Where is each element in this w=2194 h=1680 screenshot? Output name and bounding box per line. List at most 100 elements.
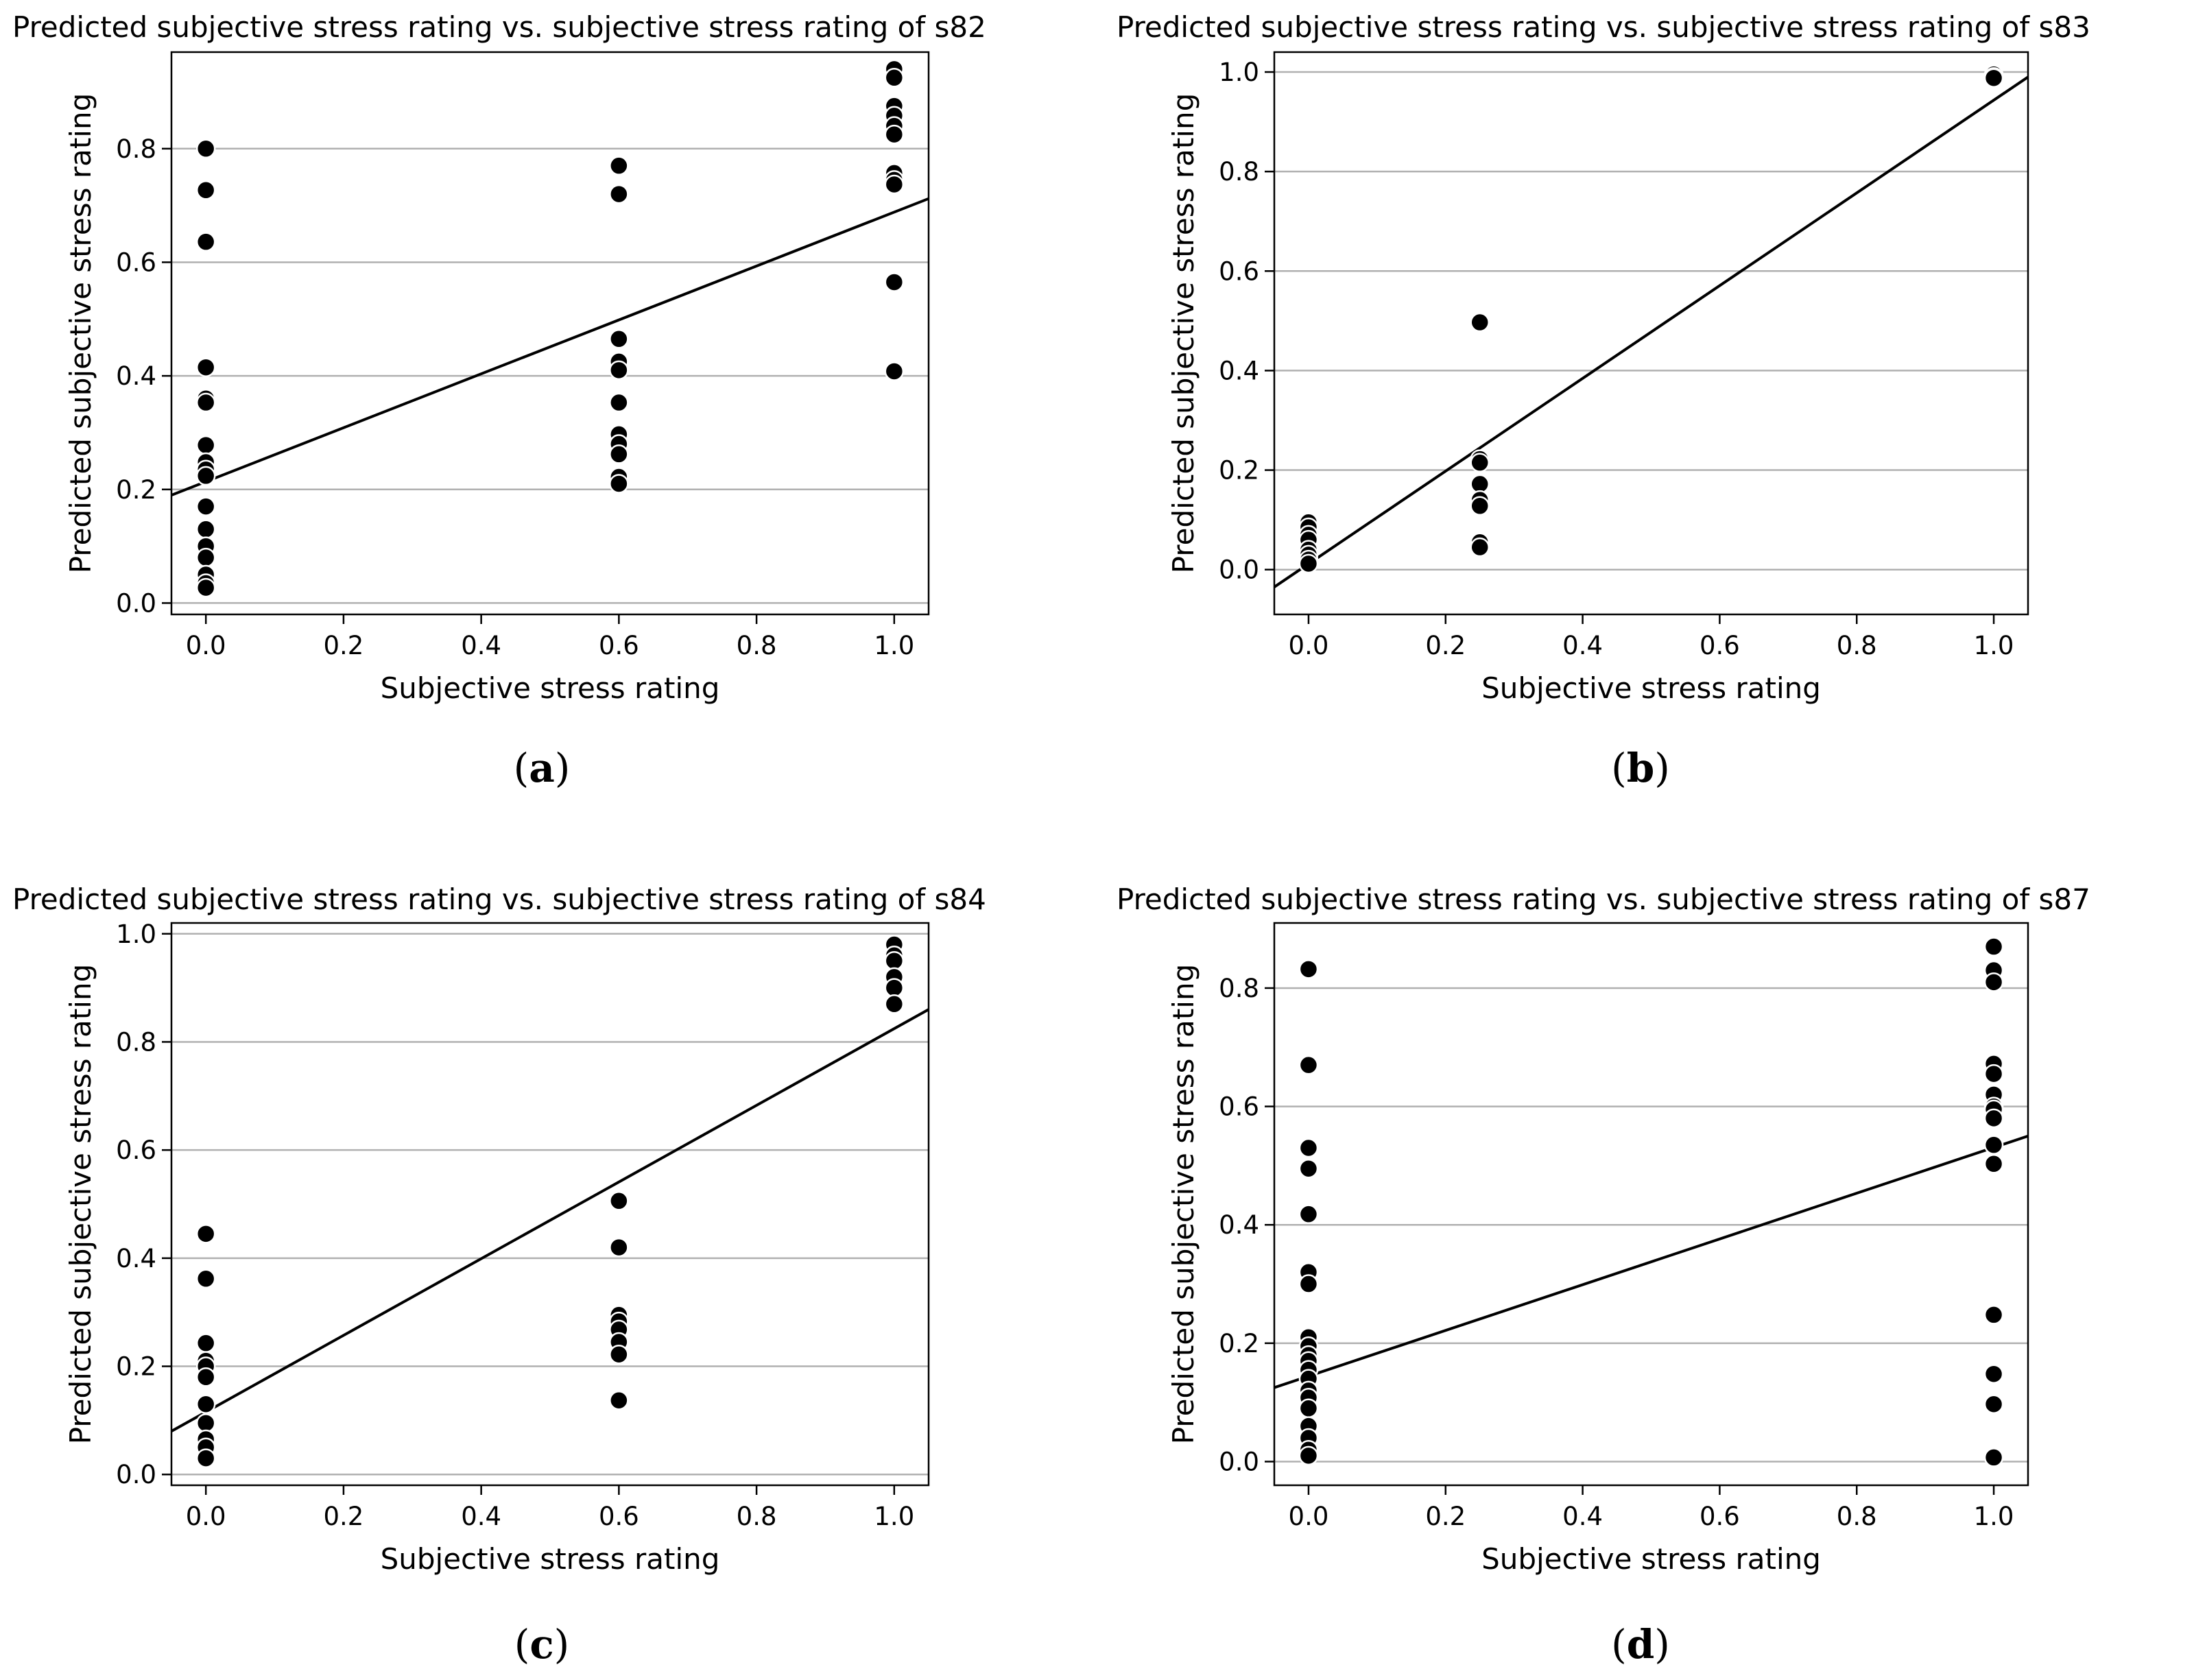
x-tick-label: 0.2 xyxy=(1425,631,1466,660)
fit-line xyxy=(1274,1134,2029,1389)
y-axis-label: Predicted subjective stress rating xyxy=(1167,964,1200,1445)
chart-title: Predicted subjective stress rating vs. s… xyxy=(1117,883,2090,916)
panel-letter: c xyxy=(529,1621,553,1668)
y-tick-label: 0.4 xyxy=(116,361,156,391)
x-tick-label: 0.6 xyxy=(599,1502,639,1531)
data-point xyxy=(195,139,216,159)
data-point xyxy=(1298,1138,1319,1158)
x-tick-label: 1.0 xyxy=(1974,631,2014,660)
data-point xyxy=(195,180,216,200)
panel-label: (b) xyxy=(1611,745,1670,791)
data-point xyxy=(1983,1154,2004,1174)
chart-panel-a: 0.0 0.2 0.4 0.6 0.8 1.0 0.0 0.2 0.4 0.6 0.8 Predict… xyxy=(12,10,986,791)
y-tick-label: 0.4 xyxy=(116,1244,156,1273)
x-tick-label: 0.6 xyxy=(599,631,639,660)
data-point xyxy=(195,466,216,486)
x-tick-label: 1.0 xyxy=(874,631,914,660)
data-point xyxy=(1470,453,1490,472)
x-tick-label: 0.2 xyxy=(323,631,363,660)
y-tick-label: 0.4 xyxy=(1219,1210,1259,1240)
data-point xyxy=(609,184,629,204)
data-point xyxy=(609,392,629,413)
data-point xyxy=(1983,68,2004,88)
data-point xyxy=(195,519,216,540)
data-point xyxy=(884,68,905,88)
data-point xyxy=(884,978,905,998)
data-point xyxy=(195,232,216,252)
fit-line xyxy=(171,197,929,496)
x-tick-label: 0.8 xyxy=(1837,631,1877,660)
x-tick-label: 0.6 xyxy=(1700,1502,1740,1531)
data-point xyxy=(195,1413,216,1433)
fit-line xyxy=(1273,75,2029,588)
data-point xyxy=(1298,553,1319,574)
y-tick-label: 0.2 xyxy=(1219,1329,1259,1358)
y-tick-label: 0.2 xyxy=(116,1352,156,1382)
axes-frame xyxy=(170,51,930,616)
x-tick-label: 0.8 xyxy=(737,1502,777,1531)
y-axis-label: Predicted subjective stress rating xyxy=(64,93,97,574)
data-point xyxy=(1470,312,1490,333)
data-point xyxy=(609,1237,629,1258)
chart-title: Predicted subjective stress rating vs. s… xyxy=(12,10,986,44)
x-tick-label: 0.0 xyxy=(1289,631,1329,660)
data-point xyxy=(195,577,216,598)
data-point xyxy=(195,1224,216,1244)
data-point xyxy=(884,994,905,1014)
x-tick-label: 0.4 xyxy=(1562,631,1603,660)
data-point xyxy=(1983,1135,2004,1155)
data-point xyxy=(609,474,629,494)
data-point xyxy=(609,1390,629,1411)
y-tick-label: 0.6 xyxy=(116,1136,156,1165)
data-point xyxy=(609,444,629,464)
x-tick-label: 0.6 xyxy=(1700,631,1740,660)
fit-line xyxy=(171,1008,929,1432)
y-tick-label: 0.8 xyxy=(1219,974,1259,1003)
x-tick-label: 0.2 xyxy=(323,1502,363,1531)
y-tick-label: 1.0 xyxy=(116,920,156,949)
data-point xyxy=(884,272,905,292)
data-point xyxy=(1983,972,2004,992)
chart-panel-d: 0.0 0.2 0.4 0.6 0.8 1.0 0.0 0.2 0.4 0.6 0.8 Predict… xyxy=(1117,883,2090,1668)
x-tick-label: 0.0 xyxy=(186,631,226,660)
data-point xyxy=(1298,1158,1319,1179)
chart-title: Predicted subjective stress rating vs. s… xyxy=(12,883,986,916)
data-point xyxy=(609,1344,629,1365)
data-point xyxy=(195,547,216,568)
data-point xyxy=(1983,1108,2004,1129)
data-point xyxy=(884,361,905,381)
y-axis-label: Predicted subjective stress rating xyxy=(1167,93,1200,574)
chart-panel-c: 0.0 0.2 0.4 0.6 0.8 1.0 0.0 0.2 0.4 0.6 0.8 1.0 Pred… xyxy=(12,883,986,1668)
data-point xyxy=(1298,1055,1319,1075)
x-axis-label: Subjective stress rating xyxy=(381,1542,720,1576)
x-tick-label: 0.8 xyxy=(1837,1502,1877,1531)
data-point xyxy=(195,496,216,516)
data-point xyxy=(195,1269,216,1289)
panel-label: (d) xyxy=(1611,1621,1670,1668)
data-point xyxy=(195,1448,216,1468)
data-point xyxy=(884,124,905,145)
x-tick-label: 0.2 xyxy=(1425,1502,1466,1531)
x-tick-label: 0.8 xyxy=(737,631,777,660)
data-point xyxy=(1983,1364,2004,1384)
data-point xyxy=(1470,496,1490,516)
data-point xyxy=(1983,1305,2004,1325)
y-tick-label: 0.6 xyxy=(1219,256,1259,286)
x-tick-label: 1.0 xyxy=(1974,1502,2014,1531)
data-point xyxy=(609,329,629,349)
y-tick-label: 0.4 xyxy=(1219,356,1259,385)
panel-label: (c) xyxy=(514,1621,570,1668)
x-tick-label: 0.0 xyxy=(1289,1502,1329,1531)
panel-letter: b xyxy=(1627,745,1655,791)
x-tick-label: 0.4 xyxy=(461,1502,501,1531)
data-point xyxy=(1298,1204,1319,1224)
data-point xyxy=(609,1191,629,1211)
chart-panel-b: 0.0 0.2 0.4 0.6 0.8 1.0 0.0 0.2 0.4 0.6 0.8 1.0 Pred… xyxy=(1117,10,2090,791)
data-point xyxy=(884,174,905,195)
data-point xyxy=(195,1394,216,1414)
data-point xyxy=(1470,537,1490,557)
y-tick-label: 0.8 xyxy=(1219,157,1259,187)
axes-frame xyxy=(1273,51,2029,616)
data-point xyxy=(884,950,905,971)
